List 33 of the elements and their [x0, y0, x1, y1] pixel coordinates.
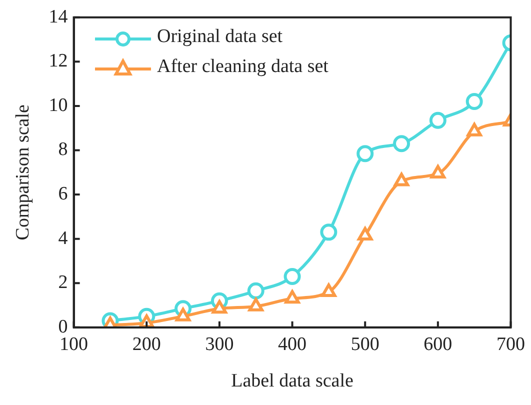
point — [320, 224, 338, 241]
x-tick-label: 600 — [424, 334, 452, 355]
point — [284, 290, 300, 304]
legend-label: After cleaning data set — [157, 56, 328, 78]
point — [175, 308, 191, 322]
point — [321, 283, 336, 297]
point — [429, 112, 446, 129]
legend-label: Original data set — [157, 26, 283, 48]
x-tick-label: 200 — [132, 334, 161, 355]
x-axis-title: Label data scale — [231, 370, 354, 392]
point — [394, 172, 410, 186]
x-tick-label: 500 — [350, 334, 380, 355]
point — [466, 122, 482, 136]
point — [248, 298, 264, 312]
y-tick-label: 10 — [48, 94, 68, 116]
x-tick-label: 400 — [278, 334, 307, 355]
point — [284, 268, 301, 285]
point — [466, 93, 483, 110]
x-tick-label: 300 — [205, 334, 234, 355]
point — [356, 145, 374, 162]
point — [393, 135, 410, 152]
x-tick-label: 700 — [496, 334, 525, 355]
y-tick-label: 14 — [48, 6, 68, 28]
point — [247, 282, 264, 300]
point — [212, 300, 228, 314]
y-tick-label: 2 — [58, 272, 68, 294]
y-tick-label: 4 — [58, 228, 68, 249]
point — [358, 227, 373, 241]
point — [430, 165, 446, 179]
y-tick-label: 6 — [58, 184, 68, 205]
y-tick-label: 12 — [48, 50, 68, 72]
y-tick-label: 8 — [58, 139, 68, 160]
y-axis-title: Comparison scale — [12, 104, 34, 240]
